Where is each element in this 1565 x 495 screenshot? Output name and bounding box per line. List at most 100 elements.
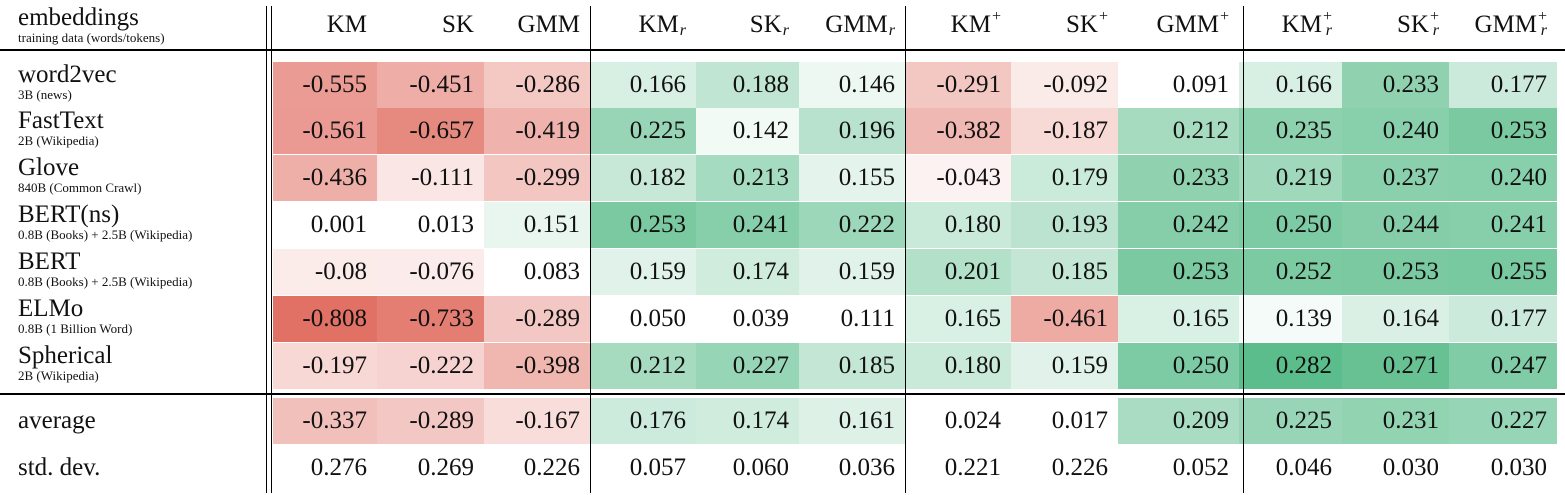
- training-data: 3B (news): [18, 87, 72, 102]
- embedding-name: Spherical: [18, 342, 113, 369]
- table-row: -0.555 -0.451 -0.286 0.166 0.188 0.146 -0.291-…: [273, 62, 1557, 108]
- table-cell: 0.159: [590, 249, 696, 295]
- table-cell: -0.08: [273, 249, 377, 295]
- table-cell: -0.733: [377, 296, 484, 342]
- table-cell: 0.219: [1239, 155, 1342, 201]
- table-cell: 0.253: [590, 202, 696, 248]
- training-data-heading: training data (words/tokens): [18, 30, 165, 45]
- column-header: GMM + r: [1474, 8, 1547, 39]
- table-cell: 0.179: [1011, 155, 1118, 201]
- table-cell: 0.050: [590, 296, 696, 342]
- column-headers: KM SK GMM KM r SK r GMM r KM + SK + GMM + KM + r SK + r GM…: [273, 8, 1557, 40]
- table-cell: 0.244: [1342, 202, 1449, 248]
- table-cell: 0.146: [799, 62, 905, 108]
- column-header: SK +: [1066, 8, 1108, 39]
- table-cell: 0.024: [905, 398, 1011, 444]
- table-cell: -0.419: [484, 108, 590, 154]
- table-cell: 0.241: [696, 202, 799, 248]
- table-cell: 0.209: [1118, 398, 1239, 444]
- table-cell: -0.555: [273, 62, 377, 108]
- column-divider: [590, 6, 591, 493]
- table-cell: 0.253: [1449, 108, 1557, 154]
- table-cell: 0.227: [1449, 398, 1557, 444]
- embedding-name: BERT(ns): [18, 201, 120, 228]
- table-cell: 0.165: [1118, 296, 1239, 342]
- summary-rule: [0, 393, 1565, 395]
- embedding-name: BERT: [18, 248, 81, 275]
- embedding-name: ELMo: [18, 295, 84, 322]
- training-data: 0.8B (Books) + 2.5B (Wikipedia): [18, 227, 193, 242]
- summary-label: std. dev.: [18, 455, 268, 480]
- table-cell: 0.269: [417, 454, 474, 481]
- table-cell: 0.225: [590, 108, 696, 154]
- table-cell: -0.043: [905, 155, 1011, 201]
- row-label: BERT(ns) 0.8B (Books) + 2.5B (Wikipedia): [18, 201, 268, 242]
- table-cell: -0.561: [273, 108, 377, 154]
- column-header: GMM +: [1156, 8, 1229, 39]
- training-data: 840B (Common Crawl): [18, 180, 142, 195]
- table-cell: 0.242: [1118, 202, 1239, 248]
- column-header: SK r: [749, 11, 789, 39]
- table-cell: 0.164: [1342, 296, 1449, 342]
- table-cell: 0.161: [799, 398, 905, 444]
- table-cell: 0.111: [799, 296, 905, 342]
- row-label: word2vec 3B (news): [18, 61, 268, 102]
- training-data: 0.8B (Books) + 2.5B (Wikipedia): [18, 274, 193, 289]
- table-cell: 0.174: [696, 249, 799, 295]
- table-cell: 0.212: [1118, 108, 1239, 154]
- table-cell: 0.142: [696, 108, 799, 154]
- table-cell: 0.091: [1118, 62, 1239, 108]
- table-cell: 0.174: [696, 398, 799, 444]
- table-cell: 0.185: [1011, 249, 1118, 295]
- table-cell: -0.111: [377, 155, 484, 201]
- table-cell: 0.241: [1449, 202, 1557, 248]
- column-divider: [905, 6, 906, 493]
- table-cell: 0.185: [799, 343, 905, 389]
- table-cell: 0.036: [838, 454, 895, 481]
- column-divider: [271, 6, 272, 493]
- table-cell: -0.657: [377, 108, 484, 154]
- table-cell: 0.193: [1011, 202, 1118, 248]
- table-cell: 0.057: [629, 454, 686, 481]
- table-row: -0.197 -0.222 -0.398 0.212 0.227 0.185 0.180 0.…: [273, 343, 1557, 389]
- table-cell: -0.398: [484, 343, 590, 389]
- table-cell: 0.177: [1449, 296, 1557, 342]
- row-label: ELMo 0.8B (1 Billion Word): [18, 295, 268, 336]
- column-header: GMM: [517, 11, 580, 38]
- table-cell: -0.461: [1011, 296, 1118, 342]
- table-cell: 0.001: [273, 202, 377, 248]
- row-label: BERT 0.8B (Books) + 2.5B (Wikipedia): [18, 248, 268, 289]
- row-label: FastText 2B (Wikipedia): [18, 107, 268, 148]
- table-cell: -0.289: [484, 296, 590, 342]
- table-cell: 0.039: [696, 296, 799, 342]
- table-cell: 0.166: [1239, 62, 1342, 108]
- column-header: KM +: [950, 8, 1001, 39]
- table-row: -0.436 -0.111 -0.299 0.182 0.213 0.155 -0.043 0…: [273, 155, 1557, 201]
- table-cell: 0.247: [1449, 343, 1557, 389]
- table-cell: -0.076: [377, 249, 484, 295]
- table-cell: 0.240: [1342, 108, 1449, 154]
- table-cell: 0.233: [1118, 155, 1239, 201]
- column-header: SK: [442, 11, 474, 38]
- table-cell: -0.222: [377, 343, 484, 389]
- column-header: GMM r: [825, 11, 895, 39]
- table-cell: -0.436: [273, 155, 377, 201]
- table-cell: 0.151: [484, 202, 590, 248]
- table-cell: 0.180: [905, 343, 1011, 389]
- table-cell: 0.180: [905, 202, 1011, 248]
- table-cell: 0.013: [377, 202, 484, 248]
- table-cell: 0.226: [1051, 454, 1108, 481]
- training-data: 2B (Wikipedia): [18, 368, 99, 383]
- training-data: 2B (Wikipedia): [18, 133, 99, 148]
- row-label: Spherical 2B (Wikipedia): [18, 342, 268, 383]
- column-header: SK + r: [1397, 8, 1439, 39]
- embedding-name: FastText: [18, 107, 104, 134]
- table-cell: 0.235: [1239, 108, 1342, 154]
- embedding-name: word2vec: [18, 61, 117, 88]
- table-cell: 0.165: [905, 296, 1011, 342]
- table-cell: -0.187: [1011, 108, 1118, 154]
- table-cell: 0.139: [1239, 296, 1342, 342]
- table-cell: 0.221: [944, 454, 1001, 481]
- embedding-name: Glove: [18, 154, 80, 181]
